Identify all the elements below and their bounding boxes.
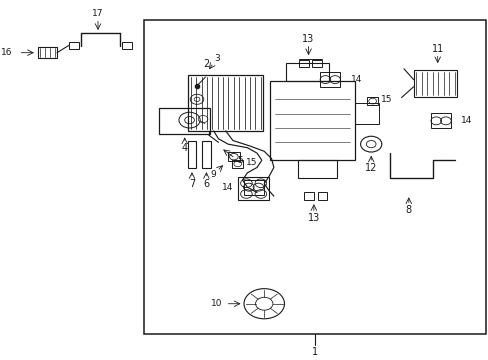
Text: 7: 7 xyxy=(188,179,195,189)
Bar xyxy=(413,70,456,96)
Text: 10: 10 xyxy=(211,299,223,308)
Bar xyxy=(202,141,210,168)
Text: 6: 6 xyxy=(203,179,209,189)
Text: 16: 16 xyxy=(0,48,12,57)
Bar xyxy=(68,41,79,49)
Bar xyxy=(238,177,269,200)
Text: 14: 14 xyxy=(222,183,233,192)
Bar xyxy=(304,192,313,200)
Bar xyxy=(243,180,263,195)
Text: 1: 1 xyxy=(311,347,317,357)
Text: 15: 15 xyxy=(246,158,257,167)
Text: 14: 14 xyxy=(350,75,361,84)
Bar xyxy=(122,41,132,49)
Text: 13: 13 xyxy=(307,213,319,223)
Text: 13: 13 xyxy=(302,34,314,44)
Text: 15: 15 xyxy=(381,95,392,104)
Bar xyxy=(227,152,240,161)
Text: 5: 5 xyxy=(237,157,243,166)
Text: 8: 8 xyxy=(405,206,411,216)
Bar xyxy=(159,108,210,134)
Bar xyxy=(188,75,263,131)
Bar xyxy=(38,47,57,58)
Bar xyxy=(270,81,354,160)
Text: 12: 12 xyxy=(364,163,377,173)
Text: 2: 2 xyxy=(203,59,209,69)
Bar xyxy=(298,59,308,67)
Bar xyxy=(354,103,378,125)
Bar xyxy=(430,113,450,129)
Text: 17: 17 xyxy=(92,9,103,18)
Bar xyxy=(187,141,196,168)
Text: 9: 9 xyxy=(210,170,216,179)
Bar xyxy=(317,192,326,200)
Bar xyxy=(285,63,328,81)
Bar xyxy=(320,72,340,87)
Text: 4: 4 xyxy=(182,143,187,153)
Text: 14: 14 xyxy=(460,116,472,125)
Bar xyxy=(232,160,243,168)
Bar xyxy=(143,21,485,334)
Bar xyxy=(366,97,377,105)
Bar xyxy=(312,59,322,67)
Bar xyxy=(297,160,336,178)
Text: 11: 11 xyxy=(431,44,443,54)
Text: 3: 3 xyxy=(214,54,220,63)
